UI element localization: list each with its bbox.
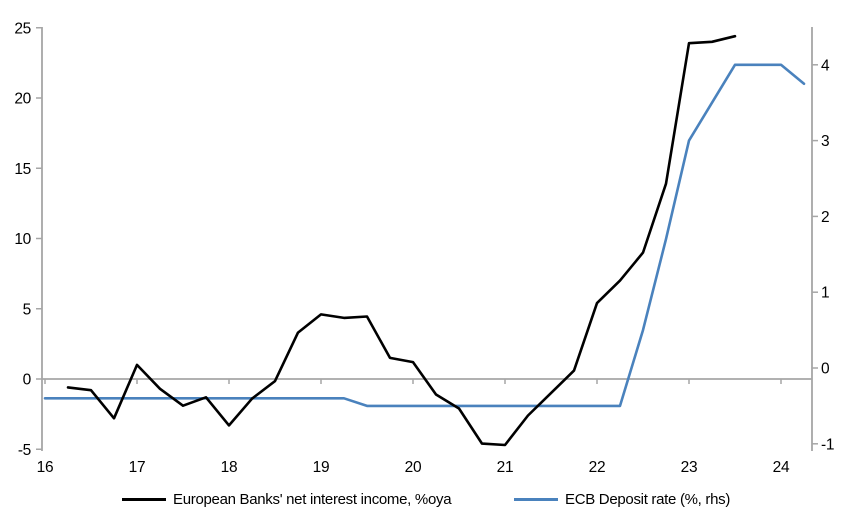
right-axis-tick-label: 1 — [821, 285, 829, 302]
legend: European Banks' net interest income, %oy… — [0, 488, 852, 512]
left-axis-tick-label: 0 — [23, 372, 32, 389]
legend-label-ecb: ECB Deposit rate (%, rhs) — [565, 490, 731, 508]
legend-label-nii: European Banks' net interest income, %oy… — [173, 490, 452, 508]
x-axis-tick-label: 19 — [313, 459, 330, 476]
x-axis-tick-label: 18 — [221, 459, 238, 476]
left-axis-tick-label: 10 — [14, 231, 31, 248]
right-axis-tick-label: 4 — [821, 57, 830, 74]
left-axis-tick-label: 25 — [14, 20, 31, 37]
right-axis-tick-label: -1 — [821, 436, 834, 453]
right-axis-tick-label: 3 — [821, 133, 829, 150]
left-axis-tick-label: 15 — [14, 161, 31, 178]
x-axis-tick-label: 21 — [497, 459, 514, 476]
x-axis-tick-label: 16 — [37, 459, 54, 476]
right-axis-tick-label: 0 — [821, 361, 830, 378]
x-axis-tick-label: 24 — [773, 459, 790, 476]
x-axis-tick-label: 20 — [405, 459, 422, 476]
left-axis-tick-label: -5 — [18, 442, 31, 459]
x-axis-tick-label: 23 — [681, 459, 698, 476]
left-axis-tick-label: 5 — [23, 301, 31, 318]
series-line-nii — [66, 34, 737, 447]
legend-line-black — [122, 497, 166, 501]
legend-item-nii: European Banks' net interest income, %oy… — [122, 488, 452, 510]
legend-item-ecb: ECB Deposit rate (%, rhs) — [514, 488, 730, 510]
series-line-ecb — [43, 63, 806, 408]
x-axis-tick-label: 17 — [129, 459, 146, 476]
legend-line-blue — [514, 497, 558, 501]
left-axis-tick-label: 20 — [14, 91, 31, 108]
right-axis-tick-label: 2 — [821, 209, 829, 226]
x-axis-tick-label: 22 — [589, 459, 606, 476]
